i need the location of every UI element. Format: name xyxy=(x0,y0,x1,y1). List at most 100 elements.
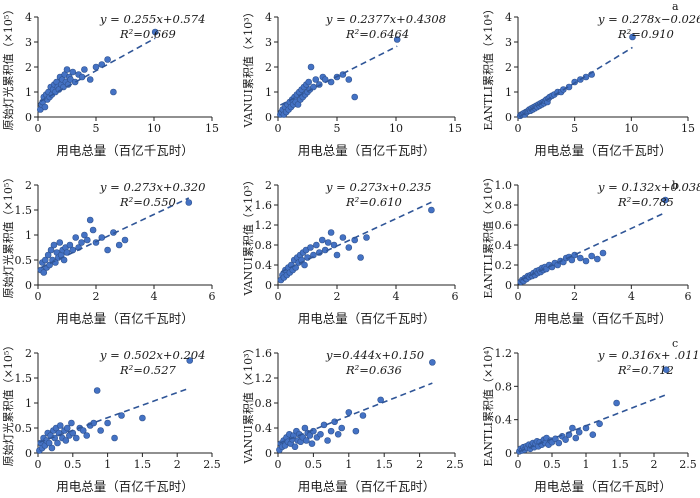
data-point xyxy=(428,206,435,214)
data-point xyxy=(577,254,584,262)
x-tick-label: 2.5 xyxy=(446,458,464,471)
data-point xyxy=(306,432,314,439)
y-tick-label: 4 xyxy=(505,11,512,24)
data-point xyxy=(68,419,75,427)
data-point xyxy=(50,241,58,249)
y-tick-label: 0.8 xyxy=(495,380,513,393)
data-point xyxy=(363,234,370,241)
data-point xyxy=(318,236,326,244)
data-point xyxy=(357,254,364,261)
data-point xyxy=(613,399,620,407)
y-tick-label: 1.2 xyxy=(495,347,513,360)
data-point xyxy=(377,396,384,404)
data-point xyxy=(359,412,367,419)
data-point xyxy=(78,239,85,246)
y-tick-label: 0.5 xyxy=(15,254,33,267)
chart-panel-b3: 0 2 4 6 0 0.2 0.4 0.6 0.8 1.0 用电总量（百亿千瓦时） EANTLI累积值… xyxy=(482,171,700,326)
data-point xyxy=(79,427,87,434)
data-point xyxy=(345,409,353,416)
data-point xyxy=(334,430,342,438)
y-axis-title: EANTLI累积值（×10⁴） xyxy=(482,171,495,298)
regression-equation: y = 0.2377x+0.4308 xyxy=(325,12,446,26)
regression-equation: y = 0.273x+0.320 xyxy=(99,180,205,194)
data-point xyxy=(313,241,320,249)
x-tick-label: 10 xyxy=(147,122,161,135)
data-point xyxy=(56,239,64,246)
regression-equation: y = 0.316x+ .011 xyxy=(597,348,700,362)
data-point xyxy=(599,249,607,257)
x-tick-label: 15 xyxy=(681,122,695,135)
data-point xyxy=(185,199,193,206)
y-tick-label: 0 xyxy=(265,447,272,460)
y-tick-label: 4 xyxy=(25,11,32,24)
data-point xyxy=(324,437,331,444)
data-point xyxy=(338,424,346,432)
data-point xyxy=(69,68,77,76)
y-tick-label: 0.8 xyxy=(255,397,273,410)
data-point xyxy=(86,76,94,83)
y-tick-label: 0.4 xyxy=(255,422,273,435)
y-tick-label: 2 xyxy=(265,179,272,192)
x-tick-label: 2.5 xyxy=(679,458,697,471)
data-point xyxy=(303,437,310,444)
x-axis-title: 用电总量（百亿千瓦时） xyxy=(298,479,436,494)
panel-letter: b xyxy=(672,179,679,192)
r-squared-label: R²=0.712 xyxy=(617,363,674,377)
x-tick-label: 1.5 xyxy=(375,458,393,471)
x-tick-label: 0 xyxy=(275,290,282,303)
x-tick-label: 0 xyxy=(35,290,42,303)
y-axis-title: EANTLI累积值（×10⁴） xyxy=(482,339,495,466)
data-point xyxy=(41,103,49,111)
x-tick-label: 1.5 xyxy=(611,458,629,471)
data-point xyxy=(339,234,347,241)
x-tick-label: 0.5 xyxy=(305,458,323,471)
data-point xyxy=(63,66,71,73)
x-tick-label: 2 xyxy=(334,290,341,303)
regression-equation: y = 0.132x+0.038 xyxy=(597,180,700,194)
x-tick-label: 1 xyxy=(104,458,111,471)
trend-line xyxy=(280,201,432,273)
x-tick-label: 0 xyxy=(35,122,42,135)
x-tick-label: 0.5 xyxy=(64,458,82,471)
x-tick-label: 0 xyxy=(515,458,522,471)
r-squared-label: R²=0.527 xyxy=(119,363,177,377)
data-point xyxy=(555,439,563,447)
data-point xyxy=(66,241,74,249)
y-tick-label: 2 xyxy=(25,179,32,192)
data-point xyxy=(97,427,104,434)
data-point xyxy=(310,251,317,259)
y-tick-label: 0.8 xyxy=(255,239,273,252)
y-tick-label: 1 xyxy=(25,229,32,242)
r-squared-label: R²=0.785 xyxy=(617,195,674,209)
y-tick-label: 0 xyxy=(25,111,32,124)
y-tick-label: 2 xyxy=(505,61,512,74)
trend-line xyxy=(39,387,190,444)
data-point xyxy=(629,33,636,41)
data-point xyxy=(307,244,314,251)
x-tick-label: 0 xyxy=(515,290,522,303)
y-tick-label: 1 xyxy=(25,397,32,410)
data-point xyxy=(48,444,56,452)
data-point xyxy=(81,66,88,73)
data-point xyxy=(324,239,332,246)
data-point xyxy=(72,234,79,241)
data-point xyxy=(307,63,315,71)
x-tick-label: 6 xyxy=(452,290,459,303)
x-tick-label: 2.5 xyxy=(203,458,221,471)
y-axis-title: 原始灯光累积值（×10⁵） xyxy=(1,4,15,131)
y-tick-label: 1.2 xyxy=(255,219,273,232)
data-point xyxy=(308,440,316,447)
y-tick-label: 0 xyxy=(505,279,512,292)
r-squared-label: R²=0.610 xyxy=(345,195,402,209)
data-point xyxy=(115,241,123,249)
y-tick-label: 0 xyxy=(505,447,512,460)
trend-line xyxy=(519,393,667,453)
x-axis-title: 用电总量（百亿千瓦时） xyxy=(56,311,194,326)
y-tick-label: 1.6 xyxy=(255,347,273,360)
x-tick-label: 0 xyxy=(515,122,522,135)
trend-line xyxy=(40,197,190,269)
x-axis-title: 用电总量（百亿千瓦时） xyxy=(298,143,436,158)
y-tick-label: 3 xyxy=(25,36,32,49)
trend-line xyxy=(279,382,433,444)
chart-panel-a1: 0 5 10 15 0 1 2 3 4 用电总量（百亿千瓦时） 原始灯光累积值（×10⁵） y = 0… xyxy=(1,4,219,158)
